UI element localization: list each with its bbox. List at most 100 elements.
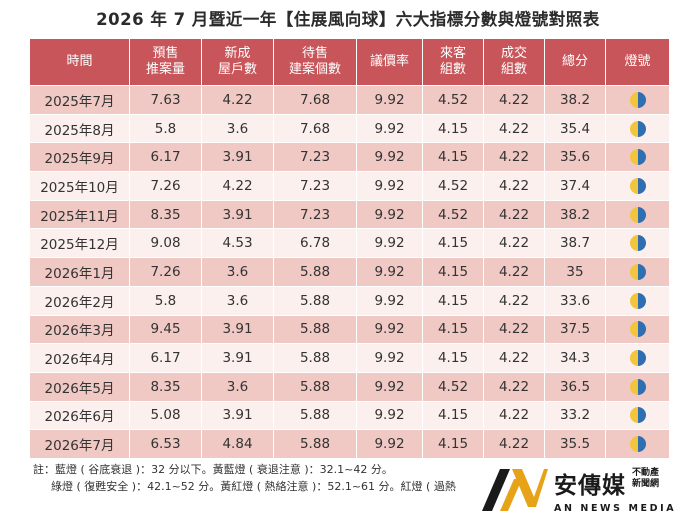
cell-pending: 6.78 bbox=[273, 228, 357, 259]
cell-total: 37.5 bbox=[544, 314, 606, 345]
cell-time: 2026年2月 bbox=[29, 285, 130, 316]
indicator-table: 時間 預售 推案量 新成 屋戶數 待售 建案個數 議價率 來客 組數 成交 組數 總分 燈… bbox=[29, 38, 670, 459]
cell-deals: 4.22 bbox=[483, 171, 545, 201]
footnote-line-2: 綠燈 ( 復甦安全 )：42.1~52 分。黃紅燈 ( 熱絡注意 )：52.1~… bbox=[51, 480, 456, 493]
cell-deals: 4.22 bbox=[483, 113, 545, 144]
cell-bargain: 9.92 bbox=[356, 113, 423, 144]
yellow-blue-light-icon bbox=[629, 120, 646, 137]
cell-deals: 4.22 bbox=[483, 371, 545, 402]
cell-time: 2026年3月 bbox=[29, 314, 130, 345]
cell-light bbox=[605, 171, 670, 201]
cell-presale: 6.17 bbox=[129, 343, 202, 373]
cell-presale: 5.8 bbox=[129, 285, 202, 316]
cell-new-units: 3.91 bbox=[201, 199, 274, 230]
cell-time: 2026年7月 bbox=[29, 429, 130, 459]
cell-time: 2026年5月 bbox=[29, 371, 130, 402]
brand-logo: 安傳媒 不動產 新聞網 AN NEWS MEDIA bbox=[478, 463, 692, 521]
header-bargain: 議價率 bbox=[356, 38, 423, 86]
cell-deals: 4.22 bbox=[483, 85, 545, 115]
yellow-blue-light-icon bbox=[629, 350, 646, 367]
cell-visitors: 4.15 bbox=[422, 314, 484, 345]
cell-new-units: 3.91 bbox=[201, 314, 274, 345]
brand-english: AN NEWS MEDIA bbox=[554, 503, 677, 514]
cell-visitors: 4.52 bbox=[422, 171, 484, 201]
yellow-blue-light-icon bbox=[629, 321, 646, 338]
cell-pending: 7.23 bbox=[273, 142, 357, 173]
cell-presale: 7.26 bbox=[129, 171, 202, 201]
cell-light bbox=[605, 400, 670, 431]
cell-visitors: 4.15 bbox=[422, 257, 484, 287]
cell-visitors: 4.52 bbox=[422, 371, 484, 402]
cell-presale: 8.35 bbox=[129, 371, 202, 402]
cell-light bbox=[605, 142, 670, 173]
cell-new-units: 3.6 bbox=[201, 285, 274, 316]
cell-new-units: 4.22 bbox=[201, 171, 274, 201]
cell-pending: 7.68 bbox=[273, 85, 357, 115]
cell-new-units: 4.22 bbox=[201, 85, 274, 115]
table-row: 2026年7月 6.53 4.84 5.88 9.92 4.15 4.22 35.5 bbox=[29, 429, 670, 459]
table-row: 2025年12月 9.08 4.53 6.78 9.92 4.15 4.22 38.7 bbox=[29, 228, 670, 259]
cell-new-units: 3.6 bbox=[201, 113, 274, 144]
cell-light bbox=[605, 371, 670, 402]
table-row: 2026年2月 5.8 3.6 5.88 9.92 4.15 4.22 33.6 bbox=[29, 285, 670, 316]
cell-time: 2025年10月 bbox=[29, 171, 130, 201]
cell-time: 2025年9月 bbox=[29, 142, 130, 173]
header-visitors: 來客 組數 bbox=[422, 38, 484, 86]
header-total: 總分 bbox=[544, 38, 606, 86]
cell-deals: 4.22 bbox=[483, 199, 545, 230]
cell-total: 35.4 bbox=[544, 113, 606, 144]
cell-light bbox=[605, 228, 670, 259]
cell-new-units: 3.6 bbox=[201, 371, 274, 402]
cell-visitors: 4.52 bbox=[422, 199, 484, 230]
an-logo-icon bbox=[482, 469, 548, 511]
yellow-blue-light-icon bbox=[629, 91, 646, 108]
cell-pending: 5.88 bbox=[273, 257, 357, 287]
cell-deals: 4.22 bbox=[483, 343, 545, 373]
cell-presale: 6.53 bbox=[129, 429, 202, 459]
cell-deals: 4.22 bbox=[483, 400, 545, 431]
cell-bargain: 9.92 bbox=[356, 429, 423, 459]
cell-bargain: 9.92 bbox=[356, 285, 423, 316]
cell-deals: 4.22 bbox=[483, 429, 545, 459]
brand-subtitle: 不動產 新聞網 bbox=[632, 468, 660, 489]
cell-total: 35 bbox=[544, 257, 606, 287]
cell-pending: 5.88 bbox=[273, 343, 357, 373]
cell-bargain: 9.92 bbox=[356, 142, 423, 173]
cell-pending: 5.88 bbox=[273, 285, 357, 316]
cell-pending: 5.88 bbox=[273, 429, 357, 459]
cell-pending: 5.88 bbox=[273, 400, 357, 431]
yellow-blue-light-icon bbox=[629, 292, 646, 309]
header-presale: 預售 推案量 bbox=[129, 38, 202, 86]
header-deals: 成交 組數 bbox=[483, 38, 545, 86]
brand-name: 安傳媒 bbox=[554, 473, 626, 499]
table-row: 2025年10月 7.26 4.22 7.23 9.92 4.52 4.22 37.4 bbox=[29, 171, 670, 201]
header-new-units: 新成 屋戶數 bbox=[201, 38, 274, 86]
cell-presale: 6.17 bbox=[129, 142, 202, 173]
table-row: 2026年4月 6.17 3.91 5.88 9.92 4.15 4.22 34.3 bbox=[29, 343, 670, 373]
cell-time: 2026年6月 bbox=[29, 400, 130, 431]
cell-bargain: 9.92 bbox=[356, 199, 423, 230]
table-row: 2026年1月 7.26 3.6 5.88 9.92 4.15 4.22 35 bbox=[29, 257, 670, 287]
yellow-blue-light-icon bbox=[629, 235, 646, 252]
cell-light bbox=[605, 314, 670, 345]
cell-total: 35.6 bbox=[544, 142, 606, 173]
cell-new-units: 3.91 bbox=[201, 343, 274, 373]
cell-visitors: 4.15 bbox=[422, 429, 484, 459]
cell-presale: 9.08 bbox=[129, 228, 202, 259]
cell-pending: 7.23 bbox=[273, 199, 357, 230]
cell-total: 35.5 bbox=[544, 429, 606, 459]
cell-visitors: 4.15 bbox=[422, 113, 484, 144]
table-row: 2026年3月 9.45 3.91 5.88 9.92 4.15 4.22 37.5 bbox=[29, 314, 670, 345]
cell-visitors: 4.15 bbox=[422, 142, 484, 173]
cell-new-units: 4.53 bbox=[201, 228, 274, 259]
cell-light bbox=[605, 199, 670, 230]
cell-pending: 7.68 bbox=[273, 113, 357, 144]
cell-deals: 4.22 bbox=[483, 228, 545, 259]
footnote-line-1: 註：藍燈 ( 谷底衰退 )：32 分以下。黃藍燈 ( 衰退注意 )：32.1~4… bbox=[33, 463, 393, 476]
cell-deals: 4.22 bbox=[483, 142, 545, 173]
cell-deals: 4.22 bbox=[483, 257, 545, 287]
yellow-blue-light-icon bbox=[629, 177, 646, 194]
cell-time: 2025年11月 bbox=[29, 199, 130, 230]
header-light: 燈號 bbox=[605, 38, 670, 86]
cell-presale: 7.63 bbox=[129, 85, 202, 115]
